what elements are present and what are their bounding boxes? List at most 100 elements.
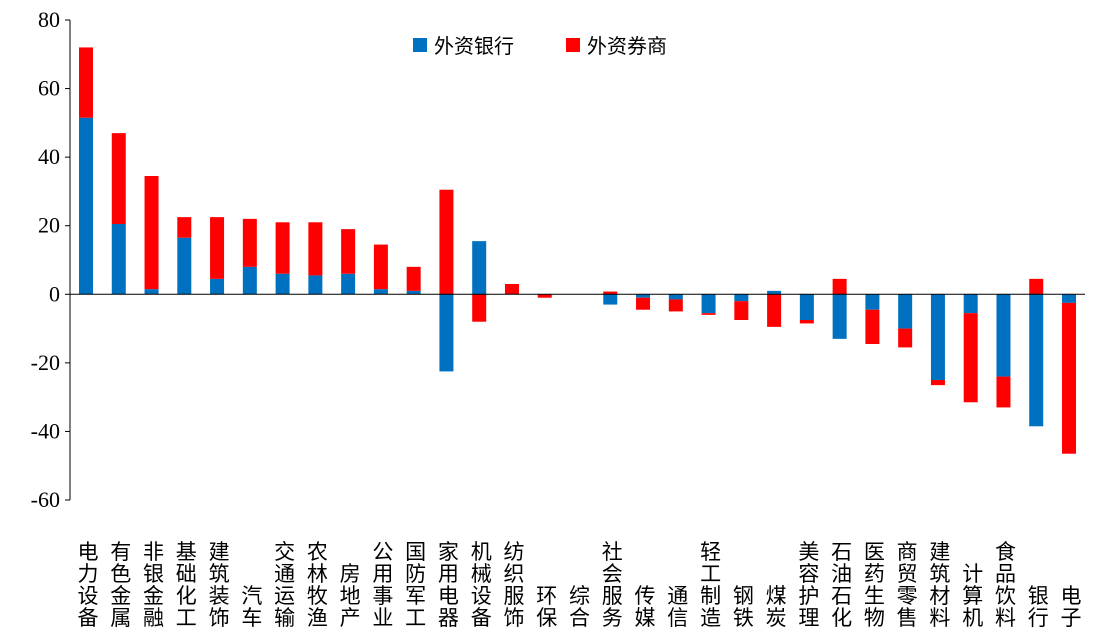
bar-foreign-broker-9 [373, 244, 388, 290]
bar-foreign-broker-11 [439, 189, 454, 295]
y-tick-label: -60 [31, 487, 60, 512]
category-label: 计算机 [962, 562, 983, 630]
bar-foreign-broker-22 [799, 320, 814, 324]
bar-foreign-broker-10 [406, 266, 421, 291]
category-label: 房地产 [340, 562, 361, 630]
bar-foreign-broker-30 [1062, 302, 1076, 454]
category-label: 电子 [1061, 584, 1082, 630]
category-label: 医药生物 [864, 540, 885, 630]
bar-foreign-bank-17 [636, 294, 651, 298]
bar-foreign-broker-20 [734, 301, 749, 320]
category-label: 公用事业 [372, 540, 393, 630]
bar-foreign-bank-20 [734, 294, 749, 302]
category-label: 商贸零售 [897, 540, 918, 630]
category-label: 环保 [536, 584, 557, 630]
category-label: 石油石化 [831, 540, 852, 630]
category-label: 汽车 [241, 584, 262, 630]
bar-foreign-bank-4 [210, 278, 225, 295]
bar-foreign-bank-12 [472, 241, 487, 295]
bar-foreign-broker-19 [701, 313, 716, 315]
bar-foreign-bank-29 [1029, 294, 1044, 427]
bar-foreign-broker-3 [177, 217, 192, 238]
bar-foreign-bank-11 [439, 294, 454, 372]
bar-foreign-bank-18 [668, 294, 683, 300]
bar-foreign-broker-18 [668, 299, 683, 312]
bar-foreign-broker-25 [898, 328, 913, 348]
legend-label: 外资券商 [587, 34, 667, 58]
bar-foreign-bank-7 [308, 275, 323, 295]
bar-foreign-broker-7 [308, 222, 323, 276]
legend-swatch [566, 38, 580, 52]
bar-foreign-broker-16 [603, 291, 618, 295]
bar-foreign-broker-26 [930, 380, 945, 386]
y-tick-label: 0 [49, 281, 60, 306]
category-label: 传媒 [635, 584, 656, 630]
bar-foreign-bank-26 [930, 294, 945, 380]
category-label: 农林牧渔 [307, 540, 328, 630]
category-label: 通信 [667, 584, 688, 630]
category-label: 机械设备 [471, 540, 492, 630]
bar-foreign-bank-24 [865, 294, 880, 310]
bar-foreign-bank-25 [898, 294, 913, 329]
bar-foreign-bank-6 [275, 273, 290, 295]
category-label: 国防军工 [405, 540, 426, 630]
category-label: 非银金融 [143, 540, 164, 630]
bar-foreign-bank-30 [1062, 294, 1076, 303]
bar-foreign-bank-16 [603, 294, 618, 305]
bar-foreign-broker-12 [472, 294, 487, 322]
category-label: 电力设备 [78, 540, 99, 630]
bar-foreign-broker-5 [242, 218, 257, 267]
bar-foreign-broker-21 [767, 294, 782, 327]
category-label: 轻工制造 [700, 540, 721, 630]
y-tick-label: -20 [31, 350, 60, 375]
bar-foreign-broker-0 [79, 47, 93, 118]
y-tick-label: 20 [38, 213, 60, 238]
category-label: 纺织服饰 [503, 540, 524, 630]
bar-foreign-bank-2 [144, 289, 159, 295]
legend-label: 外资银行 [434, 34, 514, 58]
bar-foreign-bank-5 [242, 266, 257, 295]
bar-foreign-bank-21 [767, 290, 782, 295]
bar-foreign-bank-0 [79, 117, 93, 295]
y-tick-label: 40 [38, 144, 60, 169]
bar-foreign-broker-6 [275, 222, 290, 274]
bar-foreign-bank-28 [996, 294, 1011, 377]
category-label: 银行 [1028, 584, 1049, 630]
bar-foreign-broker-17 [636, 297, 651, 310]
category-label: 综合 [569, 584, 590, 630]
y-tick-label: 60 [38, 76, 60, 101]
category-label: 基础化工 [176, 540, 197, 630]
category-label: 食品饮料 [995, 540, 1016, 630]
bar-foreign-bank-3 [177, 237, 192, 295]
category-label: 家用电器 [438, 540, 459, 630]
category-label: 美容护理 [798, 540, 819, 630]
category-label: 有色金属 [110, 540, 131, 630]
category-label: 社会服务 [602, 540, 623, 630]
bar-foreign-bank-8 [341, 273, 356, 295]
category-label: 建筑装饰 [209, 540, 230, 630]
bar-foreign-bank-19 [701, 294, 716, 314]
bar-foreign-bank-10 [406, 290, 421, 295]
bar-foreign-bank-27 [963, 294, 978, 314]
bar-foreign-broker-23 [832, 278, 847, 295]
bar-foreign-broker-2 [144, 176, 159, 290]
bar-foreign-broker-1 [111, 133, 126, 224]
bar-foreign-bank-9 [373, 289, 388, 295]
bar-foreign-broker-4 [210, 217, 225, 279]
bar-foreign-broker-8 [341, 229, 356, 274]
bar-foreign-broker-14 [537, 294, 552, 298]
y-tick-label: 80 [38, 7, 60, 32]
bar-foreign-bank-1 [111, 224, 126, 295]
bar-foreign-broker-24 [865, 309, 880, 344]
y-tick-label: -40 [31, 418, 60, 443]
bar-foreign-bank-22 [799, 294, 814, 320]
category-label: 交通运输 [274, 540, 295, 630]
category-label: 建筑材料 [929, 540, 950, 630]
bar-foreign-broker-27 [963, 313, 978, 403]
bar-foreign-broker-28 [996, 376, 1011, 408]
bar-foreign-broker-29 [1029, 278, 1044, 295]
bar-foreign-bank-23 [832, 294, 847, 339]
category-label: 煤炭 [766, 584, 787, 630]
bar-foreign-broker-13 [504, 284, 519, 295]
